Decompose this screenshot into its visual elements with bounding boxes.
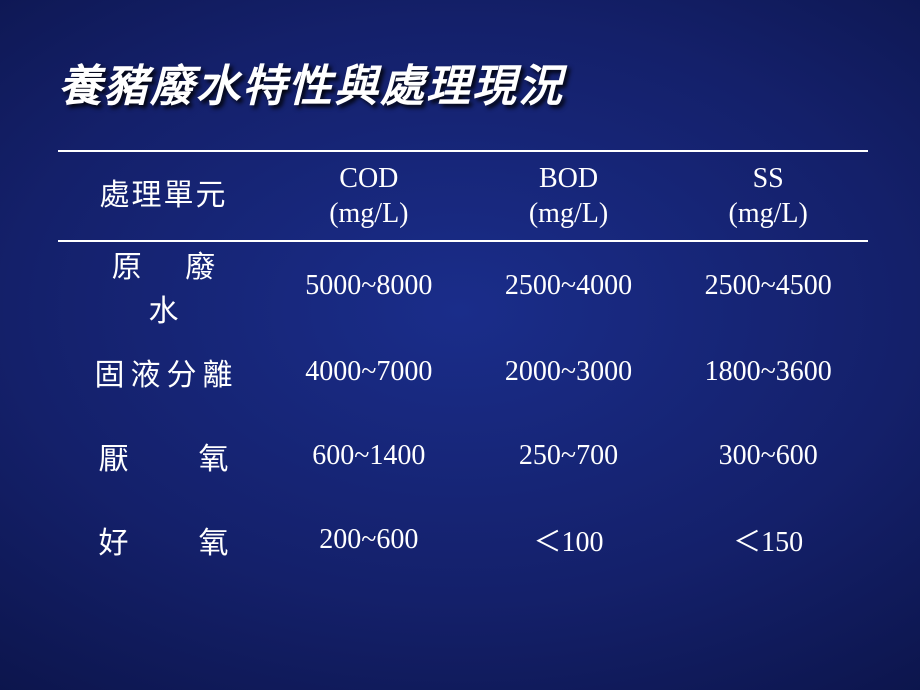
table-row: 厭氧600~1400250~700300~600 bbox=[58, 414, 868, 498]
col-header-ss-l1: SS bbox=[753, 163, 784, 194]
cell-unit: 固液分離 bbox=[58, 330, 269, 414]
table-row: 原 廢 水5000~80002500~40002500~4500 bbox=[58, 241, 868, 330]
col-header-bod-l1: BOD bbox=[539, 163, 598, 194]
cell-cod: 5000~8000 bbox=[269, 241, 469, 330]
cell-cod: 600~1400 bbox=[269, 414, 469, 498]
table-row: 固液分離4000~70002000~30001800~3600 bbox=[58, 330, 868, 414]
cell-bod: 2500~4000 bbox=[469, 241, 669, 330]
col-header-ss-l2: (mg/L) bbox=[729, 198, 808, 229]
cell-bod: 250~700 bbox=[469, 414, 669, 498]
cell-unit: 好氧 bbox=[58, 498, 269, 582]
data-table-container: 處理單元 COD (mg/L) BOD (mg/L) SS (mg/L) 原 廢… bbox=[58, 150, 868, 582]
cell-ss: 2500~4500 bbox=[668, 241, 868, 330]
col-header-bod: BOD (mg/L) bbox=[469, 151, 669, 241]
col-header-cod-l1: COD bbox=[339, 163, 398, 194]
cell-ss: 300~600 bbox=[668, 414, 868, 498]
cell-ss: 1800~3600 bbox=[668, 330, 868, 414]
col-header-bod-l2: (mg/L) bbox=[529, 198, 608, 229]
page-title: 養豬廢水特性與處理現況 bbox=[58, 50, 564, 114]
col-header-unit-text: 處理單元 bbox=[100, 179, 228, 212]
cell-bod: 2000~3000 bbox=[469, 330, 669, 414]
col-header-cod-l2: (mg/L) bbox=[329, 198, 408, 229]
col-header-unit: 處理單元 bbox=[58, 151, 269, 241]
cell-unit: 原 廢 水 bbox=[58, 241, 269, 330]
table-row: 好氧200~600＜100＜150 bbox=[58, 498, 868, 582]
cell-unit: 厭氧 bbox=[58, 414, 269, 498]
table-header-row: 處理單元 COD (mg/L) BOD (mg/L) SS (mg/L) bbox=[58, 151, 868, 241]
cell-bod: ＜100 bbox=[469, 498, 669, 582]
cell-cod: 200~600 bbox=[269, 498, 469, 582]
col-header-ss: SS (mg/L) bbox=[668, 151, 868, 241]
cell-ss: ＜150 bbox=[668, 498, 868, 582]
cell-cod: 4000~7000 bbox=[269, 330, 469, 414]
data-table: 處理單元 COD (mg/L) BOD (mg/L) SS (mg/L) 原 廢… bbox=[58, 150, 868, 582]
col-header-cod: COD (mg/L) bbox=[269, 151, 469, 241]
table-body: 原 廢 水5000~80002500~40002500~4500固液分離4000… bbox=[58, 241, 868, 582]
